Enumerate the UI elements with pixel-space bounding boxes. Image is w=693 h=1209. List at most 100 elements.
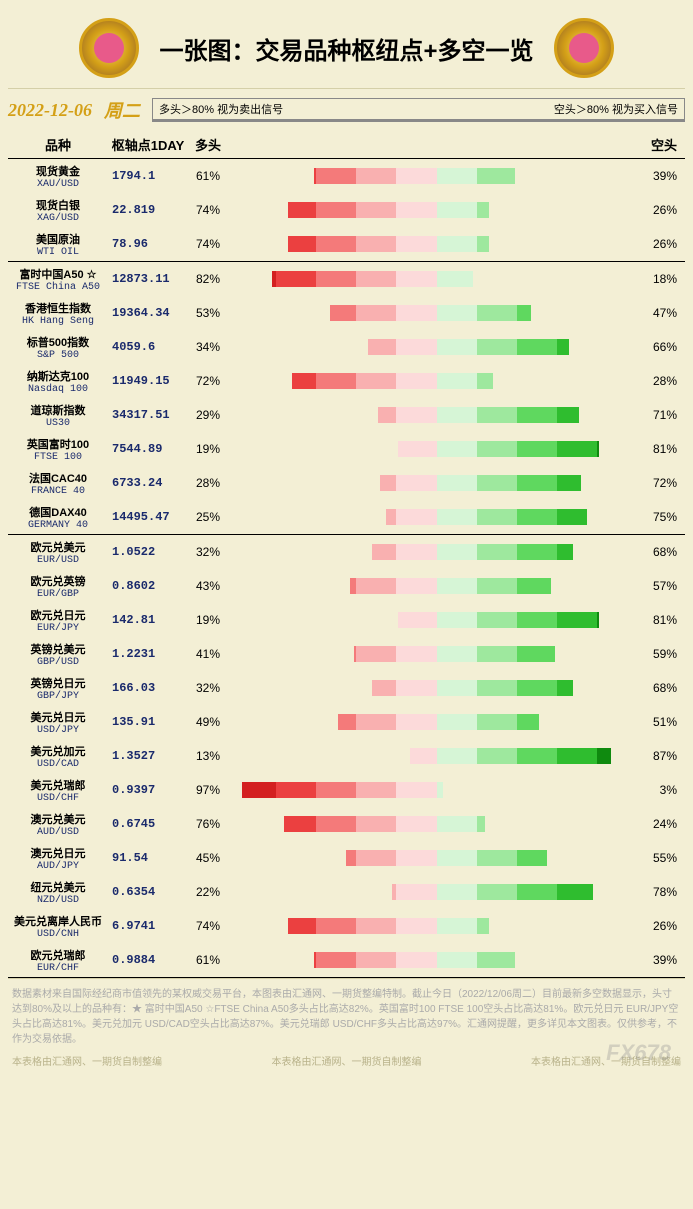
subheader: 2022-12-06 周二 多头＞80% 视为卖出信号 空头＞80% 视为买入信…: [8, 89, 685, 131]
bar-seg-short: [477, 202, 489, 218]
name-cell: 英镑兑日元GBP/JPY: [8, 675, 108, 702]
short-pct: 57%: [645, 579, 685, 593]
long-pct: 22%: [188, 885, 228, 899]
bar-seg-long: [380, 475, 396, 491]
bar-seg-long: [356, 952, 396, 968]
pivot-value: 91.54: [108, 851, 188, 865]
pivot-value: 0.6354: [108, 885, 188, 899]
bar-seg-long: [396, 816, 436, 832]
bar-cell: [228, 439, 645, 459]
bar-seg-long: [396, 850, 436, 866]
bar-seg-short: [437, 952, 477, 968]
name-en: EUR/GBP: [8, 589, 108, 600]
bar-seg-short: [477, 305, 517, 321]
bar-seg-short: [437, 850, 477, 866]
bar-seg-long: [316, 271, 356, 287]
name-en: XAU/USD: [8, 179, 108, 190]
pivot-value: 1794.1: [108, 169, 188, 183]
bar-seg-short: [477, 884, 517, 900]
bar-seg-long: [396, 952, 436, 968]
bar-seg-short: [517, 441, 557, 457]
short-pct: 3%: [645, 783, 685, 797]
bar-seg-long: [396, 714, 436, 730]
bar-seg-long: [356, 202, 396, 218]
pivot-value: 0.9397: [108, 783, 188, 797]
bar-seg-long: [356, 850, 396, 866]
long-pct: 19%: [188, 442, 228, 456]
short-pct: 75%: [645, 510, 685, 524]
bar-seg-short: [517, 884, 557, 900]
bar-seg-long: [356, 373, 396, 389]
bar-seg-short: [437, 714, 477, 730]
bar-seg-short: [477, 509, 517, 525]
bar-seg-long: [386, 509, 396, 525]
section: 现货黄金XAU/USD1794.161%39%现货白银XAG/USD22.819…: [8, 159, 685, 262]
short-pct: 47%: [645, 306, 685, 320]
bar-seg-short: [437, 236, 477, 252]
name-en: S&P 500: [8, 350, 108, 361]
long-pct: 97%: [188, 783, 228, 797]
watermark: FX678: [606, 1040, 671, 1066]
name-cn: 法国CAC40: [8, 470, 108, 486]
long-pct: 76%: [188, 817, 228, 831]
bar-cell: [228, 576, 645, 596]
short-pct: 28%: [645, 374, 685, 388]
bar-cell: [228, 303, 645, 323]
bar-cell: [228, 678, 645, 698]
bar-cell: [228, 507, 645, 527]
bar-seg-long: [338, 714, 356, 730]
name-cn: 欧元兑瑞郎: [8, 947, 108, 963]
short-pct: 26%: [645, 203, 685, 217]
logo-right: [554, 18, 614, 78]
bar-seg-short: [437, 612, 477, 628]
bar-seg-long: [396, 373, 436, 389]
pivot-value: 12873.11: [108, 272, 188, 286]
table-row: 英国富时100FTSE 1007544.8919%81%: [8, 432, 685, 466]
bar-seg-long: [356, 918, 396, 934]
bar-seg-short: [477, 441, 517, 457]
table-row: 现货白银XAG/USD22.81974%26%: [8, 193, 685, 227]
bar-cell: [228, 371, 645, 391]
bar-seg-short: [437, 646, 477, 662]
bar-seg-long: [372, 680, 396, 696]
short-pct: 66%: [645, 340, 685, 354]
table-row: 现货黄金XAU/USD1794.161%39%: [8, 159, 685, 193]
long-pct: 61%: [188, 953, 228, 967]
col-short: 空头: [645, 135, 685, 154]
bar-seg-long: [284, 816, 316, 832]
bar-seg-short: [477, 816, 485, 832]
bar-seg-short: [557, 407, 579, 423]
legend-left-text: 多头＞80% 视为卖出信号: [153, 99, 289, 119]
bar-seg-short: [557, 884, 593, 900]
legend-box: 多头＞80% 视为卖出信号 空头＞80% 视为买入信号: [152, 98, 685, 122]
bar-seg-short: [437, 918, 477, 934]
bar-seg-long: [396, 236, 436, 252]
bar-seg-short: [557, 612, 597, 628]
table-row: 美元兑离岸人民币USD/CNH6.974174%26%: [8, 909, 685, 943]
pivot-value: 135.91: [108, 715, 188, 729]
name-cell: 美元兑日元USD/JPY: [8, 709, 108, 736]
bar-seg-short: [477, 748, 517, 764]
bar-seg-long: [378, 407, 396, 423]
bar-cell: [228, 950, 645, 970]
short-pct: 39%: [645, 953, 685, 967]
footer-credit-1: 本表格由汇通网、一期货自制整编: [12, 1053, 162, 1068]
bar-seg-short: [437, 578, 477, 594]
bar-seg-short: [557, 509, 587, 525]
weekday-label: 周二: [104, 97, 140, 123]
bar-seg-short: [597, 612, 599, 628]
name-en: USD/CNH: [8, 929, 108, 940]
name-cell: 德国DAX40GERMANY 40: [8, 504, 108, 531]
bar-seg-short: [477, 339, 517, 355]
bar-seg-long: [396, 168, 436, 184]
bar-seg-short: [517, 339, 557, 355]
long-pct: 28%: [188, 476, 228, 490]
bar-seg-short: [477, 578, 517, 594]
bar-seg-short: [517, 475, 557, 491]
name-en: EUR/CHF: [8, 963, 108, 974]
name-cn: 纽元兑美元: [8, 879, 108, 895]
bar-cell: [228, 405, 645, 425]
short-pct: 81%: [645, 442, 685, 456]
bar-seg-long: [356, 714, 396, 730]
name-cn: 欧元兑美元: [8, 539, 108, 555]
